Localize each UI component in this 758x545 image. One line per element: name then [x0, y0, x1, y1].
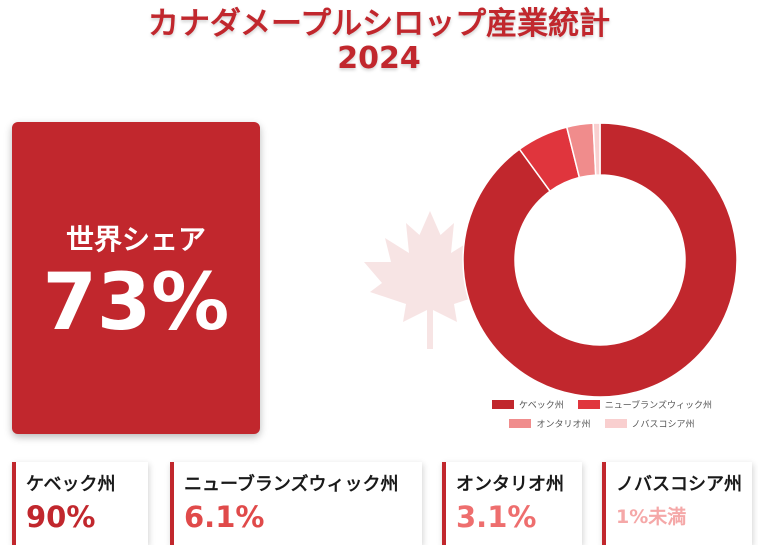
donut-slices	[462, 122, 738, 398]
stat-card-ontario: オンタリオ州 3.1%	[442, 462, 582, 545]
title-text: カナダメープルシロップ産業統計	[147, 6, 611, 42]
legend-swatch	[491, 400, 514, 409]
stat-value: 6.1%	[184, 500, 265, 534]
stat-card-quebec: ケベック州 90%	[12, 462, 148, 545]
stat-card-new-brunswick: ニューブランズウィック州 6.1%	[170, 462, 422, 545]
chart-legend: ケベック州 ニューブランズウィック州 オンタリオ州 ノバスコシア州	[468, 398, 736, 436]
legend-item[interactable]: ノバスコシア州	[604, 417, 695, 430]
legend-swatch	[509, 419, 532, 428]
donut-slice[interactable]	[462, 122, 738, 398]
stat-name: ノバスコシア州	[616, 474, 742, 495]
legend-label: ニューブランズウィック州	[604, 401, 712, 411]
donut-slice[interactable]	[592, 122, 601, 176]
legend-label: ノバスコシア州	[631, 420, 695, 430]
legend-item[interactable]: ニューブランズウィック州	[577, 398, 712, 411]
stat-card-nova-scotia: ノバスコシア州 1%未満	[602, 462, 752, 545]
province-stats: ケベック州 90% ニューブランズウィック州 6.1% オンタリオ州 3.1% …	[12, 462, 758, 545]
legend-item[interactable]: オンタリオ州	[509, 417, 591, 430]
stat-name: ニューブランズウィック州	[184, 474, 399, 495]
title-year: 2024	[337, 41, 421, 76]
world-share-label: 世界シェア	[65, 223, 206, 256]
stat-value: 3.1%	[456, 500, 537, 534]
legend-label: オンタリオ州	[536, 420, 591, 430]
legend-swatch	[604, 419, 627, 428]
stat-value: 1%未満	[616, 506, 687, 528]
stat-value: 90%	[26, 500, 96, 534]
world-share-card: 世界シェア 73%	[12, 122, 260, 434]
stat-name: オンタリオ州	[456, 474, 564, 495]
stat-name: ケベック州	[26, 474, 116, 495]
legend-swatch	[577, 400, 600, 409]
legend-item[interactable]: ケベック州	[491, 398, 564, 411]
page-title: カナダメープルシロップ産業統計 2024	[0, 6, 758, 76]
legend-label: ケベック州	[518, 401, 564, 411]
donut-chart	[462, 122, 738, 398]
world-share-value: 73%	[42, 258, 230, 348]
